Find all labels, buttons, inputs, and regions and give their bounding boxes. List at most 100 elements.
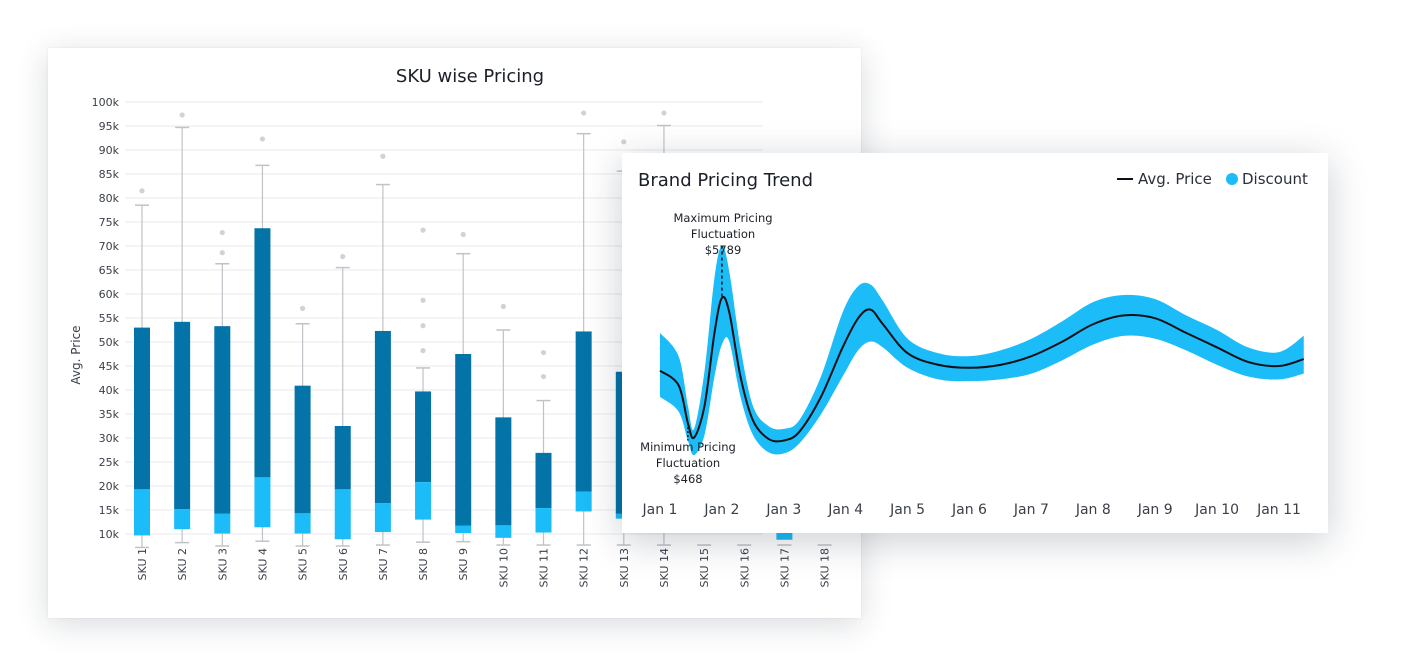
outlier-point [340,253,346,260]
sku-y-ticks: 10k 15k 20k 25k 30k 35k 40k 45k 50k 55k 60k 65k 70k 7… [92,96,120,541]
y-tick-label: 45k [99,360,120,373]
y-tick-label: 30k [99,432,120,445]
y-tick-label: 55k [99,312,120,325]
box-upper [214,326,231,514]
box-lower [495,525,512,538]
trend-chart-title: Brand Pricing Trend [638,170,813,191]
discount-band [660,245,1304,456]
avg-price-line [659,295,1305,443]
x-tick-label: SKU 1 [136,548,149,580]
box-upper [575,331,592,492]
legend-discount-swatch [1226,173,1238,185]
outlier-point [219,250,225,256]
outlier-point [581,110,587,116]
outlier-point [661,110,667,116]
x-tick-label: SKU 3 [216,548,229,580]
x-tick-label: SKU 9 [457,548,470,580]
x-tick-label: SKU 15 [698,548,711,587]
x-tick-label: SKU 18 [819,548,832,587]
outlier-point [420,297,426,303]
outlier-point [380,153,386,159]
trend-x-tick-label: Jan 2 [703,502,739,518]
x-tick-label: SKU 10 [497,548,510,587]
box-upper [294,385,311,514]
x-tick-label: SKU 12 [578,548,591,587]
x-tick-label: SKU 7 [377,548,390,580]
y-tick-label: 40k [99,384,120,397]
y-tick-label: 25k [99,456,120,469]
x-tick-label: SKU 4 [256,548,269,580]
box-upper [174,321,191,510]
box-lower [254,477,271,528]
y-tick-label: 80k [99,192,120,205]
x-tick-label: SKU 2 [176,548,189,580]
box-upper [535,452,552,509]
y-tick-label: 100k [92,96,120,109]
outlier-point [259,136,266,142]
y-tick-label: 85k [99,168,120,181]
trend-x-ticks: Jan 1 Jan 2 Jan 3 Jan 4 Jan 5 Jan 6 Jan 7 Jan 8… [642,502,1301,518]
x-tick-label: SKU 11 [538,548,551,587]
brand-pricing-trend-chart: Brand Pricing Trend Avg. Price Discount … [638,170,1308,518]
max-fluctuation-annotation: Maximum Pricing Fluctuation $5789 [673,211,772,257]
x-tick-label: SKU 8 [417,548,430,580]
y-tick-label: 50k [99,336,120,349]
trend-x-tick-label: Jan 6 [951,502,987,518]
outlier-point [540,349,547,356]
x-tick-label: SKU 14 [658,548,671,587]
y-tick-label: 35k [99,408,120,421]
box-lower [334,489,351,540]
box-lower [415,482,432,520]
trend-x-tick-label: Jan 4 [827,502,863,518]
min-annotation-value: $468 [673,472,702,486]
box-lower [174,509,191,530]
trend-x-tick-label: Jan 10 [1194,502,1239,518]
trend-legend: Avg. Price Discount [1117,170,1308,188]
box-lower [134,489,150,536]
min-annotation-line-2: Fluctuation [656,456,720,470]
trend-x-tick-label: Jan 9 [1137,502,1173,518]
y-tick-label: 10k [99,528,120,541]
y-tick-label: 70k [99,240,120,253]
trend-x-tick-label: Jan 7 [1013,502,1049,518]
sku-boxes [134,110,832,549]
min-fluctuation-annotation: Minimum Pricing Fluctuation $468 [640,440,736,486]
trend-x-tick-label: Jan 5 [889,502,925,518]
box-lower [776,532,793,540]
y-tick-label: 90k [99,144,120,157]
sku-chart-title: SKU wise Pricing [396,66,544,87]
outlier-point [420,348,426,354]
sku-x-ticks: SKU 1 SKU 2 SKU 3 SKU 4 SKU 5 SKU 6 SKU 7 SKU 8… [136,548,832,587]
outlier-point [621,139,627,145]
box-lower [575,491,592,512]
box-upper [134,327,150,490]
y-tick-label: 95k [99,120,120,133]
x-tick-label: SKU 6 [337,548,350,580]
box-upper [495,417,512,526]
legend-discount-label: Discount [1242,170,1308,188]
outlier-point [179,112,185,118]
box-upper [254,228,271,478]
outlier-point [500,303,506,310]
brand-pricing-trend-card: Brand Pricing Trend Avg. Price Discount … [622,153,1328,533]
sku-y-axis-label: Avg. Price [69,325,83,384]
trend-x-tick-label: Jan 3 [765,502,801,518]
max-annotation-line-2: Fluctuation [691,227,755,241]
box-upper [415,391,432,483]
outlier-point [420,323,426,329]
y-tick-label: 75k [99,216,120,229]
outlier-point [460,231,466,238]
outlier-point [139,188,145,194]
min-annotation-line-1: Minimum Pricing [640,440,736,454]
trend-x-tick-label: Jan 8 [1075,502,1111,518]
outlier-point [540,373,547,380]
x-tick-label: SKU 17 [778,548,791,587]
legend-avg-price-label: Avg. Price [1138,170,1212,188]
box-upper [334,426,351,490]
x-tick-label: SKU 13 [618,548,631,587]
x-tick-label: SKU 5 [297,548,310,580]
outlier-point [300,305,306,311]
y-tick-label: 65k [99,264,120,277]
outlier-point [219,229,225,236]
box-upper [374,330,391,504]
